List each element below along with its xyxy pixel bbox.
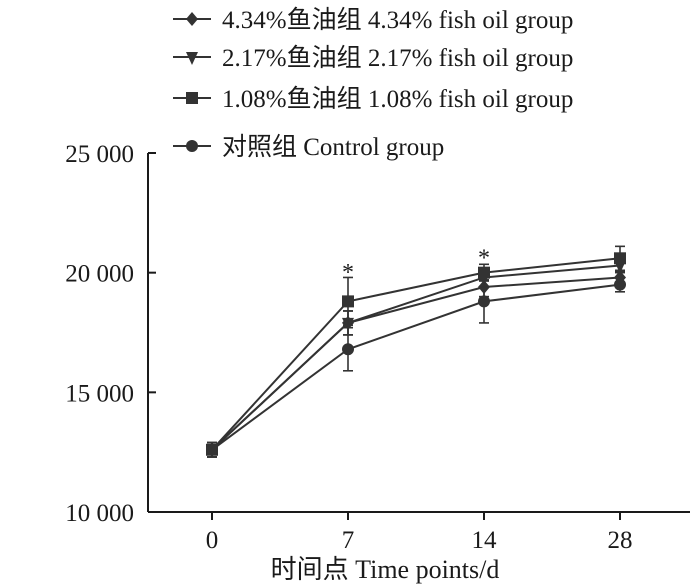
legend-label: 2.17%鱼油组 2.17% fish oil group	[222, 44, 573, 72]
legend-label: 4.34%鱼油组 4.34% fish oil group	[222, 6, 573, 34]
data-point	[342, 295, 354, 308]
data-point	[342, 343, 354, 356]
y-tick-label: 10 000	[65, 500, 134, 527]
legend-marker	[186, 12, 198, 26]
x-tick-label: 28	[608, 527, 633, 554]
y-tick-label: 25 000	[65, 141, 134, 168]
legend-item: 4.34%鱼油组 4.34% fish oil group	[173, 6, 573, 34]
x-tick-label: 14	[472, 527, 498, 554]
data-point	[478, 295, 490, 308]
data-point	[614, 270, 626, 285]
significance-marker: *	[478, 246, 490, 272]
significance-marker: *	[342, 260, 354, 286]
legend-marker	[186, 140, 198, 152]
data-point	[478, 266, 490, 279]
legend-marker	[186, 52, 198, 65]
legend-marker	[186, 92, 198, 104]
series-1	[206, 257, 626, 458]
x-tick-label: 7	[342, 527, 355, 554]
data-point	[206, 443, 218, 456]
annotations: **	[342, 246, 490, 286]
axes	[147, 153, 690, 513]
x-tick-label: 0	[206, 527, 219, 554]
series-line	[211, 276, 621, 451]
series-line	[211, 283, 621, 451]
y-tick-label: 20 000	[65, 261, 134, 288]
x-axis-label: 时间点 Time points/d	[271, 555, 500, 584]
series-line	[211, 257, 621, 451]
y-tick-label: 15 000	[65, 380, 134, 407]
legend-label: 1.08%鱼油组 1.08% fish oil group	[222, 85, 573, 113]
legend-item: 2.17%鱼油组 2.17% fish oil group	[173, 44, 573, 72]
legend-item: 1.08%鱼油组 1.08% fish oil group	[173, 85, 573, 113]
legend: 4.34%鱼油组 4.34% fish oil group 2.17%鱼油组 2.…	[173, 6, 573, 161]
legend-item: 对照组 Control group	[173, 133, 444, 161]
series-0	[206, 270, 626, 458]
ticks: 10 000 15 000 20 000 25 000 0 7 14 28	[65, 141, 632, 554]
data-point	[614, 278, 626, 291]
data-point	[614, 252, 626, 265]
series-layer	[206, 245, 626, 458]
legend-label: 对照组 Control group	[222, 133, 444, 161]
series-2	[206, 245, 626, 458]
series-line	[211, 264, 621, 451]
